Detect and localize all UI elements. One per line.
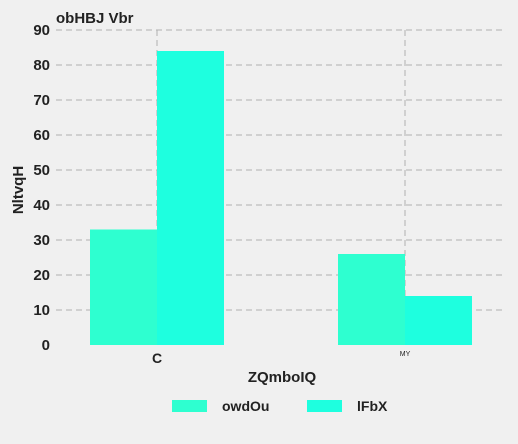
bars xyxy=(90,51,472,345)
legend-swatch-lFbX xyxy=(307,400,342,412)
legend-label-lFbX: lFbX xyxy=(357,398,388,414)
y-tick-label: 50 xyxy=(33,162,50,179)
y-tick-label: 40 xyxy=(33,197,50,214)
bar-owdOu-C xyxy=(90,229,157,345)
x-ticks: C MY xyxy=(152,350,411,366)
bar-owdOu-MY xyxy=(338,254,405,345)
y-tick-label: 30 xyxy=(33,232,50,249)
y-ticks: 0 10 20 30 40 50 60 70 80 90 xyxy=(33,22,50,354)
bar-lFbX-MY xyxy=(405,296,472,345)
y-tick-label: 0 xyxy=(42,337,50,354)
y-tick-label: 80 xyxy=(33,57,50,74)
chart-title: obHBJ Vbr xyxy=(56,10,134,27)
y-tick-label: 70 xyxy=(33,92,50,109)
y-tick-label: 60 xyxy=(33,127,50,144)
x-tick-label: C xyxy=(152,350,162,366)
legend-label-owdOu: owdOu xyxy=(222,398,269,414)
y-tick-label: 90 xyxy=(33,22,50,39)
y-tick-label: 10 xyxy=(33,302,50,319)
y-axis-label: NltvqH xyxy=(10,166,27,214)
bar-lFbX-C xyxy=(157,51,224,345)
legend-swatch-owdOu xyxy=(172,400,207,412)
legend: owdOu lFbX xyxy=(172,398,388,414)
x-axis-label: ZQmboIQ xyxy=(248,369,317,386)
y-tick-label: 20 xyxy=(33,267,50,284)
x-tick-label: MY xyxy=(400,351,411,358)
